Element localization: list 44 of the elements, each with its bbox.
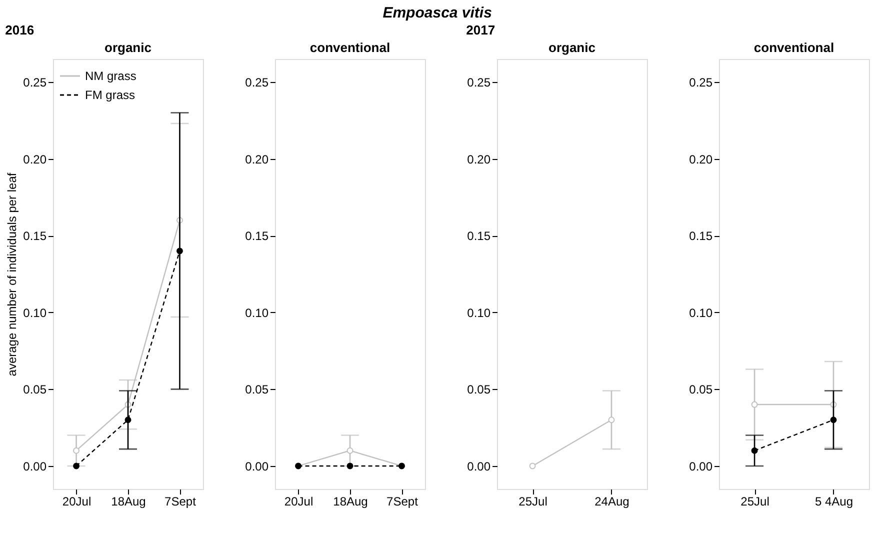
y-tick-label: 0.05 (245, 382, 269, 397)
x-tick-label: 18Aug (333, 494, 368, 508)
chart-title: conventional (310, 40, 390, 55)
chart-subtitle: 2016 (5, 22, 34, 38)
y-tick-label: 0.15 (245, 229, 269, 244)
y-tick-label: 0.25 (467, 76, 491, 90)
y-tick-label: 0.25 (23, 76, 47, 90)
y-tick-label: 0.05 (689, 382, 713, 397)
legend-label: FM grass (85, 88, 136, 102)
x-tick-label: 25Jul (518, 494, 548, 508)
chart-title: conventional (754, 40, 834, 55)
y-tick-label: 0.10 (23, 306, 47, 320)
y-tick-label: 0.05 (467, 382, 491, 397)
text: Empoasca vitis (382, 4, 492, 22)
chart-subtitle: 2017 (466, 22, 496, 38)
y-tick-label: 0.10 (245, 306, 269, 320)
x-tick-label: 5 4Aug (814, 494, 853, 508)
y-tick-label: 0.00 (245, 459, 269, 474)
x-tick-label: 7Sept (164, 494, 197, 508)
y-tick-label: 0.25 (245, 76, 269, 90)
x-tick-label: 24Aug (594, 494, 630, 508)
chart-title: organic (548, 40, 596, 55)
y-tick-label: 0.10 (467, 306, 491, 320)
y-tick-label: 0.00 (23, 459, 47, 474)
y-tick-label: 0.05 (23, 382, 47, 397)
x-tick-label: 18Aug (111, 494, 146, 508)
x-tick-label: 20Jul (284, 494, 314, 508)
y-tick-label: 0.00 (467, 459, 491, 474)
y-tick-label: 0.10 (689, 306, 713, 320)
x-tick-label: 25Jul (740, 494, 770, 508)
legend-label: NM grass (85, 69, 136, 83)
y-tick-label: 0.00 (689, 459, 713, 474)
x-tick-label: 7Sept (386, 494, 419, 508)
y-tick-label: 0.20 (245, 152, 269, 166)
y-tick-label: 0.25 (689, 76, 713, 90)
chart-title: organic (104, 40, 152, 55)
y-tick-label: 0.20 (689, 152, 713, 166)
y-axis-title: average number of individuals per leaf (5, 172, 20, 376)
y-tick-label: 0.20 (23, 152, 47, 166)
y-tick-label: 0.20 (467, 152, 491, 166)
y-tick-label: 0.15 (23, 229, 47, 244)
y-tick-label: 0.15 (467, 229, 491, 244)
x-tick-label: 20Jul (62, 494, 92, 508)
y-tick-label: 0.15 (689, 229, 713, 244)
